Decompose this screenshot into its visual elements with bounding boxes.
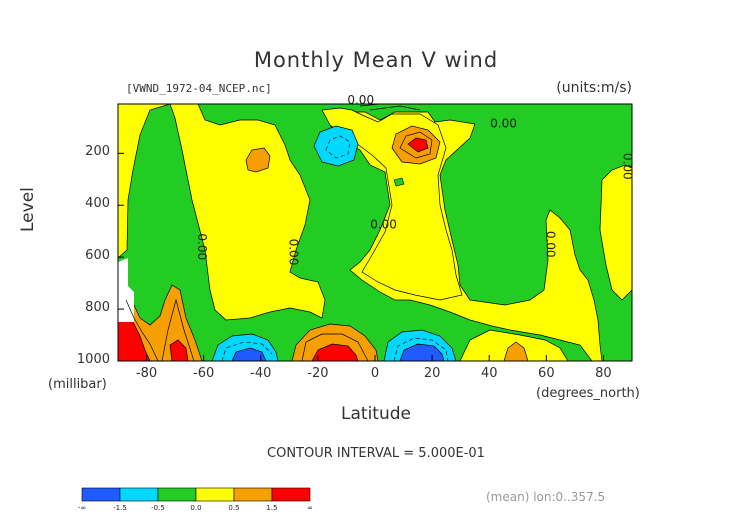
x-tick-label: 0 bbox=[370, 366, 380, 381]
solid-contour-lower-20s bbox=[301, 333, 369, 361]
solid-contour-southpole-b bbox=[161, 298, 195, 361]
x-axis-unit: (degrees_north) bbox=[536, 386, 640, 401]
region-negative-upper-20s bbox=[313, 125, 359, 167]
solid-contour-upper-20n bbox=[399, 131, 433, 159]
chart-title: Monthly Mean V wind bbox=[253, 48, 499, 72]
dashed-contour-lower-40s bbox=[221, 341, 273, 361]
y-axis-unit: (millibar) bbox=[48, 377, 107, 392]
region-positive-upper-40s bbox=[245, 147, 271, 173]
region-weak-positive-northeast bbox=[599, 164, 632, 301]
x-tick-label: 40 bbox=[480, 366, 498, 381]
colorbar-swatch bbox=[81, 487, 121, 502]
contour-label: 0.00 bbox=[543, 231, 557, 258]
contour-label: 0.00 bbox=[620, 153, 634, 180]
contour-interval-text: CONTOUR INTERVAL = 5.000E-01 bbox=[267, 446, 485, 461]
contour-label: 0.00 bbox=[370, 218, 397, 232]
x-tick-label: 20 bbox=[423, 366, 441, 381]
x-tick-label: 60 bbox=[538, 366, 555, 381]
contour-label: 0.00 bbox=[490, 116, 517, 130]
colorbar-swatch bbox=[271, 487, 311, 502]
colorbar-label: -∞ bbox=[78, 504, 86, 512]
region-missing-data bbox=[118, 258, 134, 322]
solid-contour-southpole bbox=[125, 299, 159, 361]
colorbar-swatch bbox=[119, 487, 159, 502]
contour-labels: 0.00 0.00 0.00 0.00 0.00 0.00 0.00 bbox=[195, 93, 634, 265]
y-tick-label: 200 bbox=[85, 144, 110, 160]
region-strong-negative-lower-20n bbox=[399, 343, 445, 361]
contour-fill-layer bbox=[118, 104, 632, 361]
region-strong-positive-lower-20s bbox=[311, 343, 359, 361]
region-strong-negative-lower-40s bbox=[231, 347, 267, 361]
colorbar-swatch bbox=[195, 487, 235, 502]
x-axis-label: Latitude bbox=[341, 404, 411, 424]
colorbar-label: 0.0 bbox=[190, 504, 201, 512]
axis-ticks bbox=[118, 152, 604, 362]
colorbar: -∞ -1.5 -0.5 0.0 0.5 1.5 ∞ bbox=[78, 487, 313, 512]
y-tick-label: 1000 bbox=[76, 352, 110, 367]
colorbar-label: -0.5 bbox=[151, 504, 165, 512]
colorbar-swatch bbox=[157, 487, 197, 502]
contour-label: 0.00 bbox=[286, 239, 300, 266]
colorbar-label: ∞ bbox=[307, 504, 313, 512]
file-label: [VWND_1972-04_NCEP.nc] bbox=[126, 82, 272, 95]
y-tick-label: 800 bbox=[85, 300, 110, 316]
colorbar-swatch bbox=[233, 487, 273, 502]
region-positive-lower-20s bbox=[291, 323, 379, 361]
x-tick-label: 80 bbox=[595, 366, 612, 381]
colorbar-label: -1.5 bbox=[113, 504, 127, 512]
region-weak-negative-west bbox=[118, 104, 632, 361]
x-tick-label: -80 bbox=[135, 366, 158, 381]
dashed-contour-upper bbox=[325, 135, 351, 159]
region-strong-positive-southpole-b bbox=[169, 339, 189, 361]
colorbar-label: 1.5 bbox=[266, 504, 277, 512]
contour-label: 0.00 bbox=[195, 233, 209, 260]
x-tick-label: -20 bbox=[307, 366, 329, 381]
x-tick-label: -60 bbox=[193, 366, 215, 381]
contour-label: 0.00 bbox=[347, 93, 374, 107]
colorbar-label: 0.5 bbox=[228, 504, 239, 512]
y-tick-label: 400 bbox=[85, 196, 110, 212]
region-positive-lower-60n bbox=[503, 341, 529, 361]
y-tick-label: 600 bbox=[85, 248, 110, 264]
units-label: (units:m/s) bbox=[556, 80, 632, 96]
dashed-contour-lower-20n bbox=[393, 337, 449, 361]
region-strong-positive-upper-20n bbox=[407, 137, 429, 153]
x-tick-label: -40 bbox=[250, 366, 272, 381]
region-weak-negative-small-blob bbox=[393, 177, 405, 187]
mean-label: (mean) lon:0..357.5 bbox=[486, 490, 606, 504]
